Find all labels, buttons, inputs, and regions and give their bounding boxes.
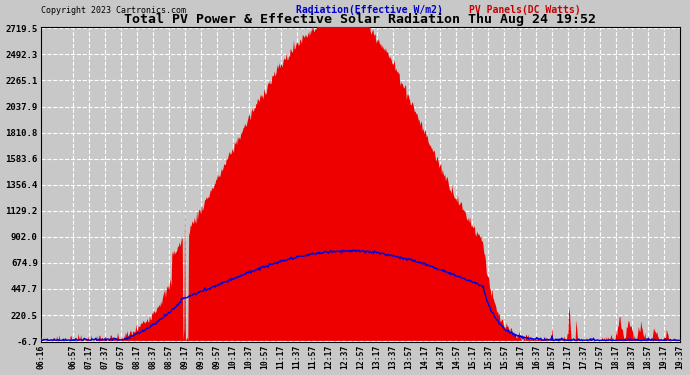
- Text: Copyright 2023 Cartronics.com: Copyright 2023 Cartronics.com: [41, 6, 186, 15]
- Text: PV Panels(DC Watts): PV Panels(DC Watts): [469, 4, 580, 15]
- Text: Radiation(Effective W/m2): Radiation(Effective W/m2): [296, 4, 443, 15]
- Title: Total PV Power & Effective Solar Radiation Thu Aug 24 19:52: Total PV Power & Effective Solar Radiati…: [124, 13, 596, 26]
